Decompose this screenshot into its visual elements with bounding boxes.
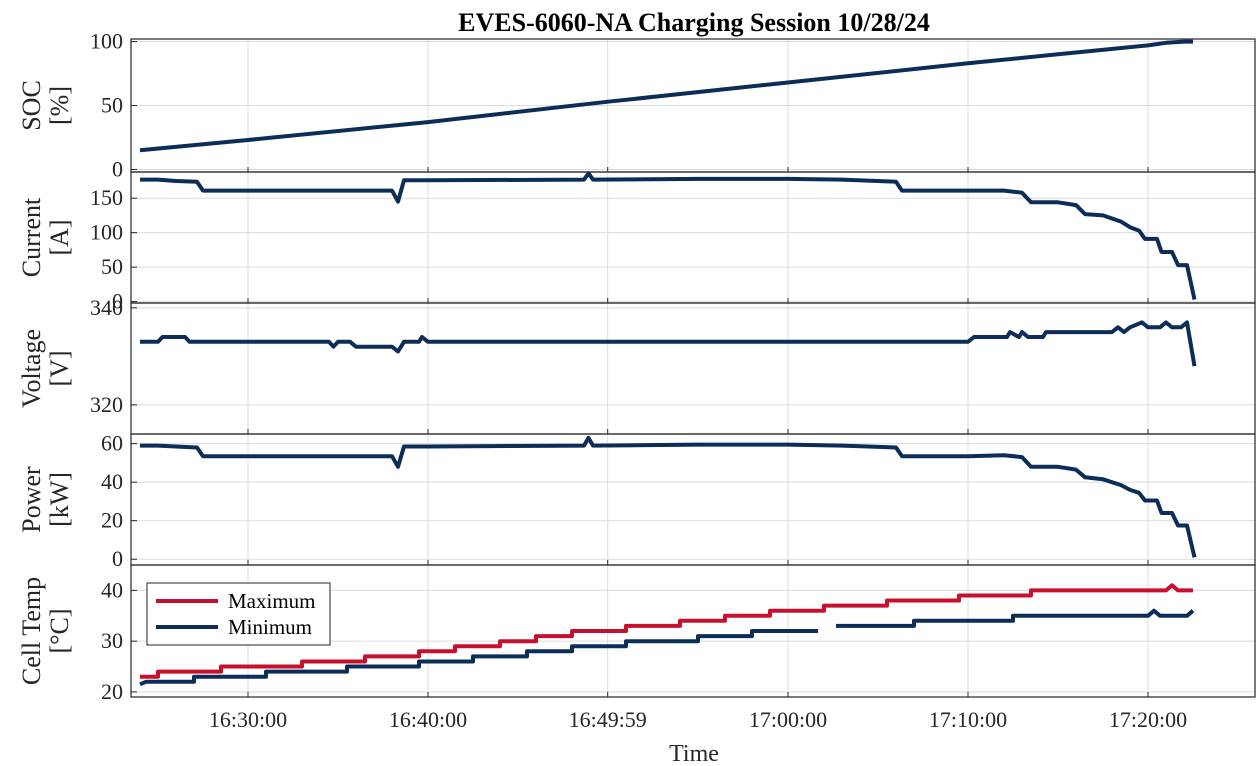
y-axis-label-line: [°C] — [45, 608, 74, 653]
panel-voltage: 320 340 Voltage[V] — [17, 295, 1256, 435]
y-tick-label-voltage-1: 340 — [90, 295, 123, 320]
series-line-soc-0-0 — [139, 39, 1193, 153]
y-axis-label-line: Voltage — [17, 329, 46, 408]
y-tick-label-soc-0: 0 — [112, 156, 123, 181]
series-line-celltemp-1-1 — [836, 608, 1195, 628]
y-tick-label-power-0: 0 — [112, 546, 123, 571]
plot-panels: 0 50 100 SOC[%] 0 50 100 150 Current[A] 320 340 Vol… — [17, 29, 1256, 704]
y-axis-label-current: Current[A] — [17, 197, 74, 277]
legend-box — [146, 582, 331, 646]
y-axis-label-line: Cell Temp — [17, 577, 46, 685]
y-tick-label-power-3: 60 — [101, 431, 123, 456]
panel-frame-voltage — [130, 302, 1256, 435]
x-tick-label-4: 17:10:00 — [929, 707, 1007, 732]
y-tick-label-soc-1: 50 — [101, 93, 123, 118]
y-tick-label-current-0: 0 — [112, 289, 123, 314]
y-tick-label-current-1: 50 — [101, 254, 123, 279]
chart-title: EVES-6060-NA Charging Session 10/28/24 — [458, 8, 930, 37]
y-axis-label-celltemp: Cell Temp[°C] — [17, 577, 74, 685]
y-tick-label-celltemp-1: 30 — [101, 628, 123, 653]
y-axis-label-voltage: Voltage[V] — [17, 329, 74, 408]
panel-frame-celltemp — [130, 564, 1256, 698]
x-tick-label-0: 16:30:00 — [209, 707, 287, 732]
x-tick-label-2: 16:49:59 — [569, 707, 647, 732]
y-axis-label-line: [V] — [45, 350, 74, 386]
y-axis-label-power: Power[kW] — [17, 466, 74, 533]
y-axis-label-line: [kW] — [45, 472, 74, 527]
x-tick-label-5: 17:20:00 — [1109, 707, 1187, 732]
x-tick-label-3: 17:00:00 — [749, 707, 827, 732]
legend-label-0: Maximum — [228, 589, 316, 613]
series-line-celltemp-1-0 — [139, 629, 818, 687]
y-axis-label-soc: SOC[%] — [17, 80, 74, 131]
y-tick-label-celltemp-0: 20 — [101, 679, 123, 704]
y-tick-label-celltemp-2: 40 — [101, 577, 123, 602]
series-line-power-0-0 — [140, 435, 1197, 558]
panel-frame-power — [130, 433, 1256, 566]
series-line-celltemp-0-0 — [140, 583, 1193, 679]
y-tick-label-soc-2: 100 — [90, 29, 123, 54]
y-tick-label-power-1: 20 — [101, 508, 123, 533]
panel-power: 0 20 40 60 Power[kW] — [17, 431, 1256, 571]
y-tick-label-current-3: 150 — [90, 185, 123, 210]
y-axis-label-line: [A] — [45, 219, 74, 255]
series-line-current-0-0 — [140, 171, 1197, 301]
x-axis-ticks: 16:30:00 16:40:00 16:49:59 17:00:00 17:10:00… — [209, 707, 1187, 732]
y-axis-label-line: [%] — [45, 86, 74, 125]
series-line-voltage-0-0 — [140, 320, 1197, 367]
x-tick-label-1: 16:40:00 — [389, 707, 467, 732]
y-tick-label-power-2: 40 — [101, 469, 123, 494]
panel-soc: 0 50 100 SOC[%] — [17, 29, 1256, 181]
legend-label-1: Minimum — [228, 615, 312, 639]
y-axis-label-line: Current — [17, 197, 46, 277]
y-axis-label-line: Power — [17, 466, 46, 533]
y-tick-label-voltage-0: 320 — [90, 392, 123, 417]
panel-current: 0 50 100 150 Current[A] — [17, 171, 1256, 314]
y-tick-label-current-2: 100 — [90, 220, 123, 245]
y-axis-label-line: SOC — [17, 80, 46, 131]
x-axis-label: Time — [669, 741, 719, 766]
